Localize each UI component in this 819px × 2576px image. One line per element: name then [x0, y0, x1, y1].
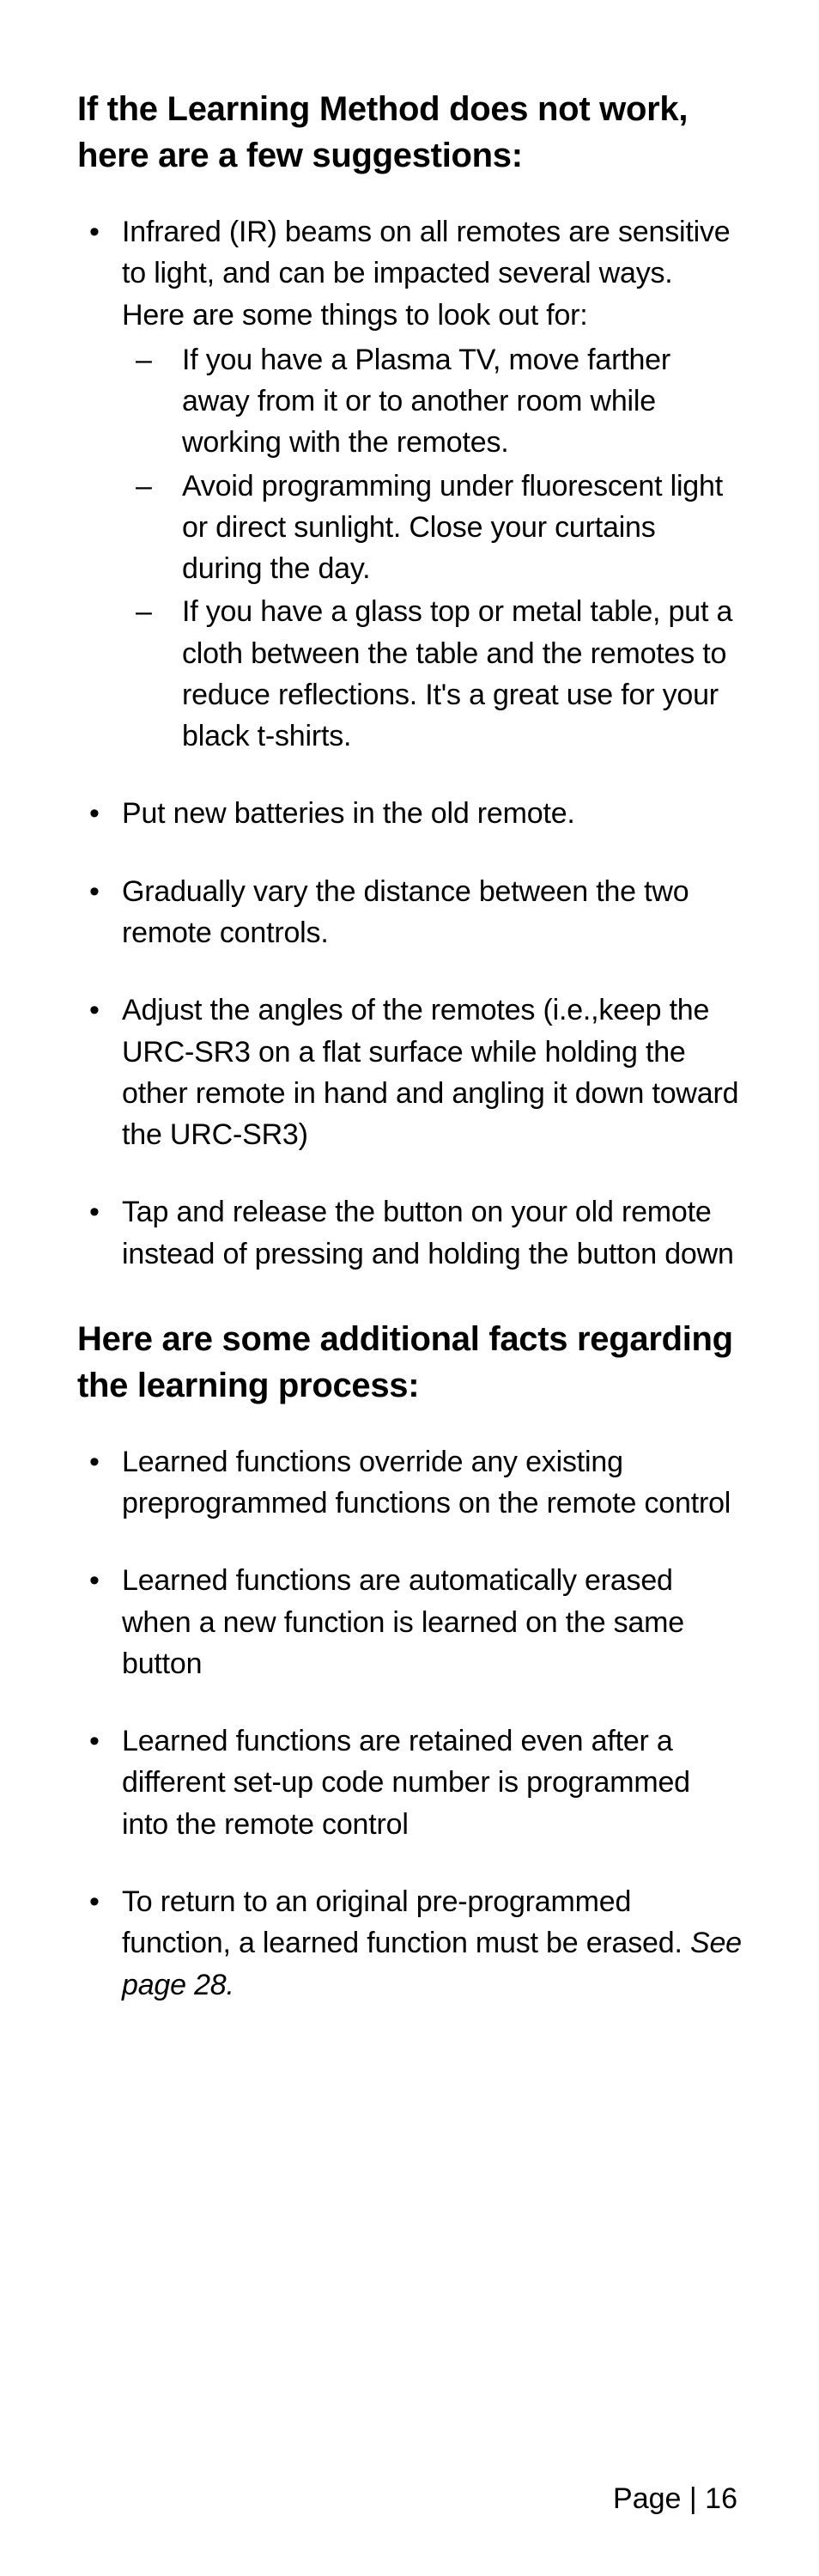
list-item: Tap and release the button on your old r… — [122, 1191, 742, 1275]
list-item: Learned functions are retained even afte… — [122, 1720, 742, 1845]
list-item: To return to an original pre-programmed … — [122, 1881, 742, 2006]
page-number: Page | 16 — [613, 2482, 737, 2516]
sub-list-item: If you have a glass top or metal table, … — [182, 591, 742, 757]
list-item: Gradually vary the distance between the … — [122, 871, 742, 954]
sub-list-item: Avoid programming under fluorescent ligh… — [182, 466, 742, 590]
section-heading-1: If the Learning Method does not work, he… — [77, 86, 742, 179]
list-item-intro: Infrared (IR) beams on all remotes are s… — [122, 216, 730, 332]
section-heading-2: Here are some additional facts regarding… — [77, 1316, 742, 1409]
facts-list: Learned functions override any existing … — [77, 1441, 742, 2006]
list-item: Learned functions are automatically eras… — [122, 1560, 742, 1684]
list-item-text: To return to an original pre-programmed … — [122, 1885, 690, 1959]
suggestions-list: Infrared (IR) beams on all remotes are s… — [77, 211, 742, 1275]
list-item: Learned functions override any existing … — [122, 1441, 742, 1525]
sub-list-item: If you have a Plasma TV, move farther aw… — [182, 339, 742, 464]
list-item: Put new batteries in the old remote. — [122, 793, 742, 834]
sub-list: If you have a Plasma TV, move farther aw… — [122, 339, 742, 758]
list-item: Adjust the angles of the remotes (i.e.,k… — [122, 990, 742, 1155]
list-item: Infrared (IR) beams on all remotes are s… — [122, 211, 742, 757]
